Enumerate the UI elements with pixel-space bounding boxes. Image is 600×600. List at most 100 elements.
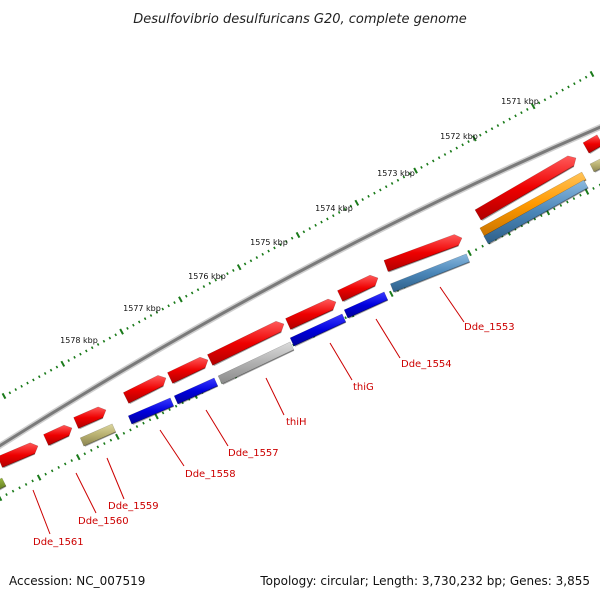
gene-labels: Dde_1553 Dde_1554 thiG thiH Dde_1557 Dde… [32, 286, 515, 548]
cds-forward [167, 356, 209, 384]
cds-category-blue-shadow [132, 405, 175, 425]
gene-label: Dde_1559 [108, 501, 159, 512]
minor-tick [367, 194, 370, 198]
minor-tick [168, 408, 171, 411]
genome-backbone-shade [0, 125, 600, 448]
minor-tick [55, 365, 59, 369]
minor-tick [572, 197, 576, 201]
tick-ring [1, 70, 595, 400]
minor-tick [537, 101, 541, 105]
gene-label: thiH [286, 417, 307, 428]
minor-tick [420, 165, 423, 169]
gene-label: Dde_1553 [464, 322, 515, 333]
minor-tick [126, 326, 129, 330]
minor-tick [426, 162, 429, 166]
minor-tick [142, 421, 145, 425]
leader-line [329, 342, 353, 381]
minor-tick [18, 486, 21, 490]
minor-tick [520, 111, 523, 115]
minor-tick [373, 191, 376, 195]
leader-line [205, 409, 229, 447]
cds-forward-shadow [291, 309, 334, 331]
major-tick [178, 296, 183, 303]
cds-category-blue-shadow [178, 385, 219, 405]
minor-tick [337, 211, 341, 214]
minor-tick [24, 482, 28, 486]
minor-tick [284, 240, 288, 243]
minor-tick [220, 275, 223, 279]
minor-tick [135, 425, 139, 428]
minor-tick [196, 288, 200, 292]
gene-label: Dde_1558 [185, 469, 236, 480]
minor-tick [332, 214, 335, 218]
tick-label: 1577 kbp [123, 304, 161, 313]
minor-tick [496, 124, 500, 127]
minor-tick [5, 493, 8, 497]
minor-tick [449, 149, 453, 153]
minor-tick [70, 459, 74, 463]
minor-tick [26, 381, 29, 385]
minor-tick [173, 301, 176, 305]
minor-tick [31, 479, 34, 483]
cds-category-steel [390, 253, 470, 293]
minor-tick [161, 411, 165, 415]
minor-tick [11, 489, 15, 493]
minor-tick [443, 153, 447, 156]
minor-tick [32, 378, 35, 382]
minor-tick [129, 428, 132, 432]
leader-line [159, 429, 185, 467]
cds-category-olive-shadow [84, 431, 117, 447]
tick-label: 1573 kbp [377, 169, 415, 178]
cds-forward-shadow [213, 331, 282, 367]
minor-tick [579, 193, 582, 197]
cds-category-blue-shadow [348, 299, 389, 319]
minor-tick [349, 204, 353, 208]
minor-tick [326, 217, 329, 221]
minor-tick [20, 384, 23, 388]
minor-tick [38, 375, 41, 379]
major-tick [467, 249, 472, 257]
major-tick [413, 167, 418, 174]
minor-tick [174, 404, 178, 408]
minor-tick [567, 85, 570, 89]
tick-label: 1572 kbp [440, 132, 478, 141]
gene-label: Dde_1554 [401, 359, 452, 370]
minor-tick [43, 372, 47, 375]
cds-forward [0, 442, 39, 468]
minor-tick [553, 207, 556, 211]
minor-tick [390, 182, 394, 185]
leader-line [265, 377, 285, 416]
gene-label: thiG [353, 382, 374, 393]
minor-tick [67, 359, 70, 363]
leader-line [75, 472, 97, 514]
accession-text: Accession: NC_007519 [9, 574, 146, 588]
leader-line [375, 318, 401, 359]
gene-label: Dde_1560 [78, 516, 129, 527]
tick-label: 1571 kbp [501, 97, 539, 106]
minor-tick [185, 294, 188, 298]
cds-category-steel-shadow [394, 261, 470, 293]
minor-tick [226, 272, 229, 276]
cds-category-blue [343, 291, 389, 319]
major-tick [154, 413, 159, 420]
major-tick [354, 199, 360, 206]
minor-tick [533, 217, 537, 221]
cds-category-blue [289, 313, 347, 347]
minor-tick [578, 79, 582, 82]
cds-category-olive-shadow [594, 168, 600, 173]
minor-tick [461, 143, 464, 147]
minor-tick [526, 220, 530, 224]
minor-tick [214, 278, 217, 282]
minor-tick [343, 207, 347, 211]
cds-category-blue [127, 397, 175, 425]
minor-tick [137, 320, 141, 324]
minor-tick [232, 268, 235, 272]
major-tick [589, 70, 595, 78]
cds-forward-shadow [173, 367, 206, 385]
minor-tick [314, 223, 317, 227]
minor-tick [592, 186, 595, 190]
minor-tick [202, 285, 206, 288]
cds-forward [285, 298, 337, 330]
minor-tick [484, 130, 488, 134]
